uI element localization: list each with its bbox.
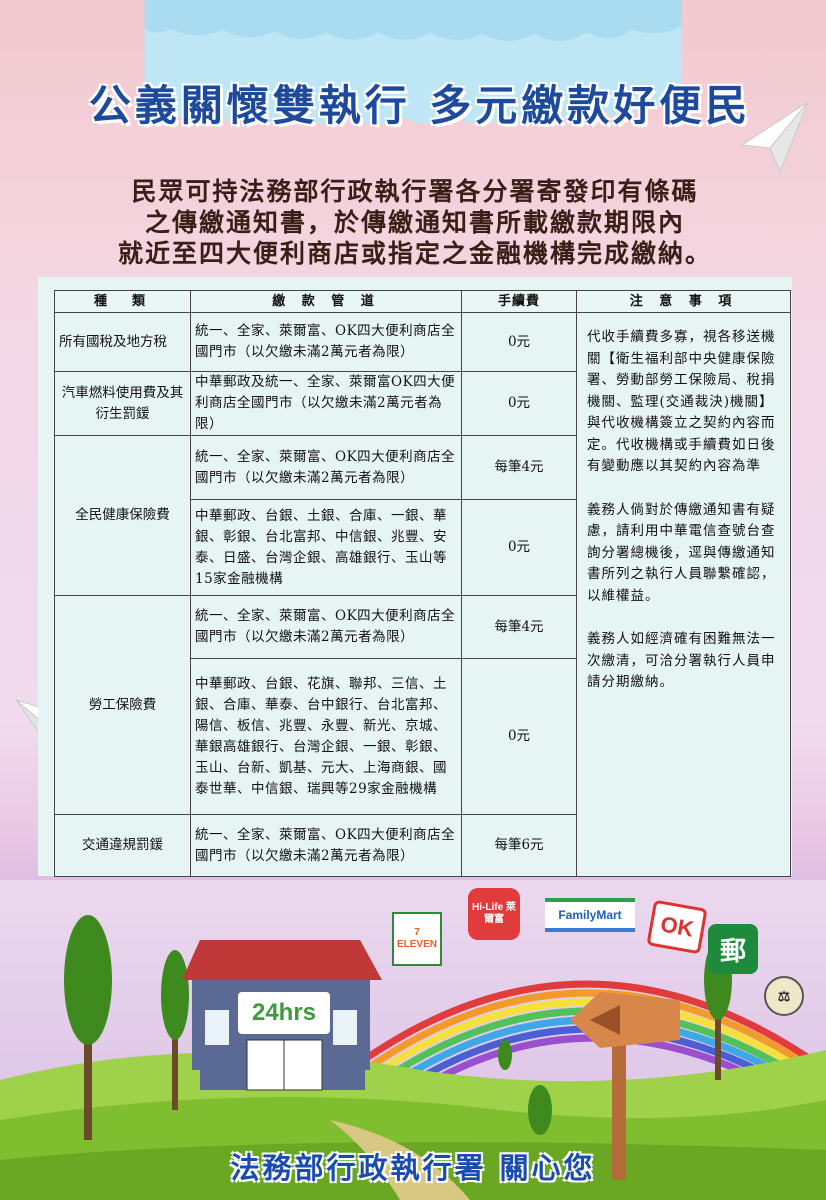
- footer-text: 法務部行政執行署 關心您: [230, 1151, 596, 1185]
- table-row: 中華郵政、台銀、土銀、合庫、一銀、華銀、彰銀、台北富邦、中信銀、兆豐、安泰、日盛…: [55, 499, 791, 596]
- location-cell: 中華郵政、台銀、花旗、聯邦、三信、土銀、合庫、華泰、台中銀行、台北富邦、陽信、板…: [190, 658, 462, 815]
- payment-table-panel: 種 類 繳 款 管 道 手續費 注 意 事 項 所有國稅及地方稅 統一、全家、萊…: [38, 277, 792, 877]
- header-notes: 注 意 事 項: [576, 290, 791, 313]
- header-location: 繳 款 管 道: [190, 290, 462, 313]
- table-row: 所有國稅及地方稅 統一、全家、萊爾富、OK四大便利商店全國門市（以欠繳未滿2萬元…: [54, 312, 791, 877]
- location-cell: 統一、全家、萊爾富、OK四大便利商店全國門市（以欠繳未滿2萬元者為限）: [190, 435, 462, 500]
- agency-seal-icon: ⚖: [764, 976, 804, 1016]
- fee-cell: 每筆4元: [461, 595, 577, 659]
- seven-eleven-logo: 7 ELEVEN: [392, 912, 442, 966]
- type-cell: 汽車燃料使用費及其衍生罰鍰: [54, 371, 191, 436]
- fee-cell: 每筆6元: [461, 814, 577, 877]
- fee-cell: 0元: [461, 371, 577, 436]
- post-office-logo: 郵: [708, 924, 758, 974]
- table-row: 汽車燃料使用費及其衍生罰鍰 中華郵政及統一、全家、萊爾富OK四大便利商店全國門市…: [54, 371, 791, 436]
- table-row: 勞工保險費 統一、全家、萊爾富、OK四大便利商店全國門市（以欠繳未滿2萬元者為限…: [54, 595, 791, 815]
- location-cell: 中華郵政及統一、全家、萊爾富OK四大便利商店全國門市（以欠繳未滿2萬元者為限）: [190, 371, 462, 436]
- type-cell: 交通違規罰鍰: [54, 814, 191, 877]
- table-header-row: 種 類 繳 款 管 道 手續費 注 意 事 項: [54, 290, 791, 313]
- payment-table: 種 類 繳 款 管 道 手續費 注 意 事 項 所有國稅及地方稅 統一、全家、萊…: [54, 290, 791, 877]
- header-type: 種 類: [54, 290, 191, 313]
- cloud-banner: [144, 0, 682, 125]
- notes-cell: 代收手續費多寡，視各移送機關【衛生福利部中央健康保險署、勞動部勞工保險局、稅捐機…: [576, 312, 791, 877]
- table-row: 交通違規罰鍰 統一、全家、萊爾富、OK四大便利商店全國門市（以欠繳未滿2萬元者為…: [54, 814, 791, 877]
- intro-line-1: 民眾可持法務部行政執行署各分署寄發印有條碼: [131, 177, 699, 206]
- type-cell: 勞工保險費: [54, 595, 191, 815]
- ok-mart-logo: OK: [646, 899, 708, 955]
- location-cell: 統一、全家、萊爾富、OK四大便利商店全國門市（以欠繳未滿2萬元者為限）: [190, 814, 462, 877]
- fee-cell: 每筆4元: [461, 435, 577, 500]
- location-cell: 中華郵政、台銀、土銀、合庫、一銀、華銀、彰銀、台北富邦、中信銀、兆豐、安泰、日盛…: [190, 499, 462, 596]
- store-hours-sign: 24hrs: [251, 999, 317, 1026]
- note-item: 義務人倘對於傳繳通知書有疑慮，請利用中華電信查號台查詢分署總機後，逕與傳繳通知書…: [587, 501, 776, 604]
- page-title: 公義關懷雙執行 多元繳款好便民: [88, 81, 752, 130]
- convenience-store: [182, 940, 382, 1091]
- fee-cell: 0元: [461, 658, 577, 815]
- intro-text: 民眾可持法務部行政執行署各分署寄發印有條碼 之傳繳通知書，於傳繳通知書所載繳款期…: [40, 176, 790, 269]
- fee-cell: 0元: [461, 499, 577, 596]
- hilife-logo: Hi-Life 萊爾富: [468, 888, 520, 940]
- fee-cell: 0元: [461, 312, 577, 372]
- intro-line-3: 就近至四大便利商店或指定之金融機構完成繳納。: [117, 239, 712, 268]
- header-fee: 手續費: [461, 290, 577, 313]
- table-row: 全民健康保險費 統一、全家、萊爾富、OK四大便利商店全國門市（以欠繳未滿2萬元者…: [54, 435, 791, 596]
- tree-left-2: [161, 950, 189, 1110]
- type-cell: 全民健康保險費: [54, 435, 191, 596]
- location-cell: 統一、全家、萊爾富、OK四大便利商店全國門市（以欠繳未滿2萬元者為限）: [190, 312, 462, 372]
- location-cell: 統一、全家、萊爾富、OK四大便利商店全國門市（以欠繳未滿2萬元者為限）: [190, 595, 462, 659]
- familymart-logo: FamilyMart: [545, 898, 635, 932]
- paper-plane-icon: [740, 101, 809, 174]
- note-item: 義務人如經濟確有困難無法一次繳清，可洽分署執行人員申請分期繳納。: [587, 631, 776, 690]
- note-item: 代收手續費多寡，視各移送機關【衛生福利部中央健康保險署、勞動部勞工保險局、稅捐機…: [587, 329, 776, 474]
- tree-left: [64, 915, 112, 1140]
- intro-line-2: 之傳繳通知書，於傳繳通知書所載繳款期限內: [144, 208, 685, 237]
- type-cell: 所有國稅及地方稅: [54, 312, 191, 372]
- landscape-illustration: [0, 880, 826, 1200]
- signpost: [570, 992, 680, 1180]
- table-row: 中華郵政、台銀、花旗、聯邦、三信、土銀、合庫、華泰、台中銀行、台北富邦、陽信、板…: [55, 658, 791, 815]
